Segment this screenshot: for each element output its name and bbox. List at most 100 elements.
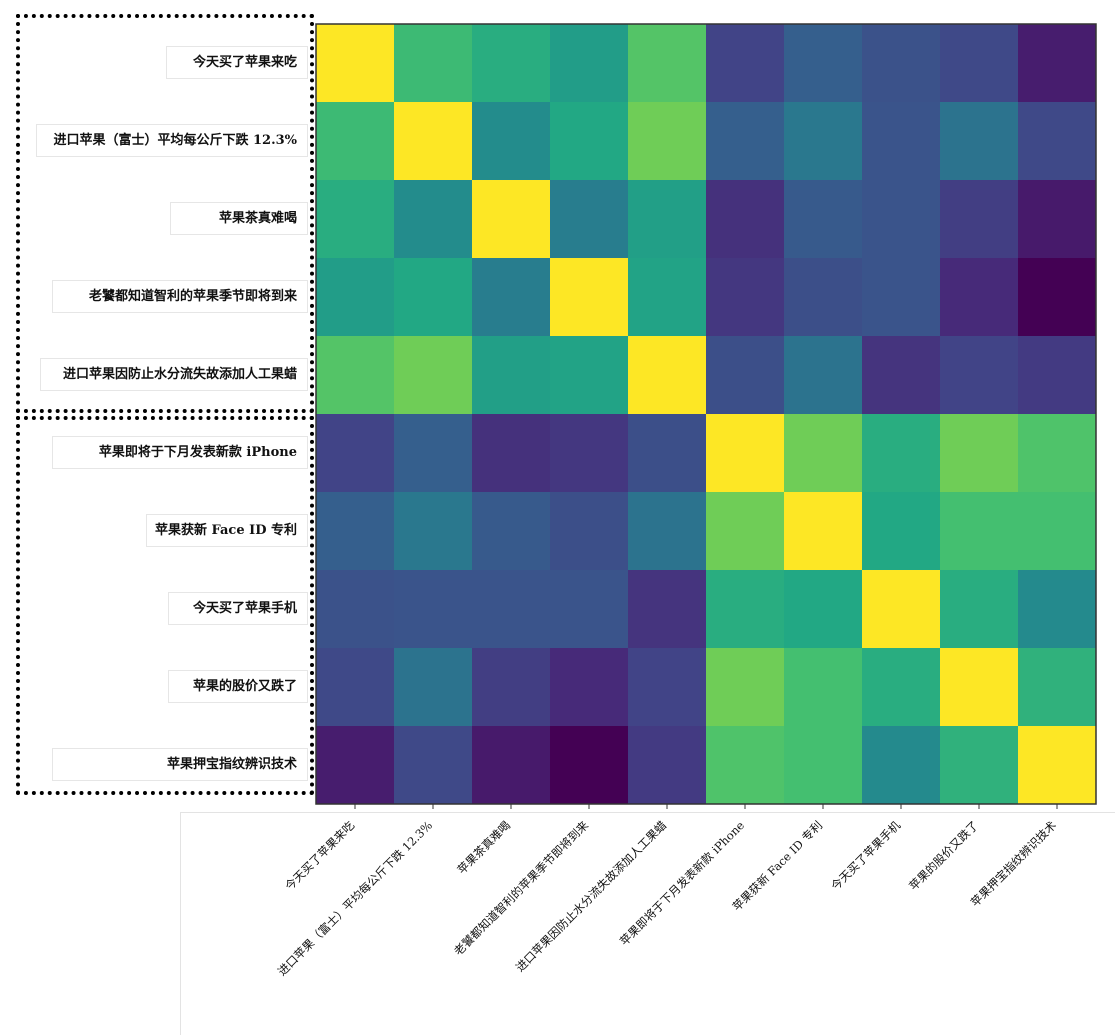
heatmap-cell	[316, 102, 395, 181]
x-tick-label: 今天买了苹果来吃	[282, 818, 357, 893]
heatmap-cell	[784, 180, 863, 259]
heatmap-cell	[550, 24, 629, 103]
x-tick-label: 苹果获新 Face ID 专利	[730, 818, 825, 913]
plot-frame	[315, 23, 1097, 805]
heatmap-cell	[628, 726, 707, 805]
heatmap-cell	[706, 180, 785, 259]
heatmap-cell	[784, 726, 863, 805]
heatmap-cell	[1018, 258, 1097, 337]
heatmap-cell	[316, 24, 395, 103]
heatmap-cell	[316, 648, 395, 727]
heatmap-cell	[706, 24, 785, 103]
x-tick-label: 苹果茶真难喝	[454, 818, 513, 877]
heatmap-cell	[472, 414, 551, 493]
heatmap-cell	[472, 102, 551, 181]
heatmap-cell	[706, 258, 785, 337]
heatmap-cell	[940, 492, 1019, 571]
y-tick-label: 苹果获新 Face ID 专利	[146, 514, 308, 547]
heatmap-cell	[940, 180, 1019, 259]
heatmap-cell	[1018, 102, 1097, 181]
heatmap-cell	[394, 492, 473, 571]
heatmap-cell	[1018, 726, 1097, 805]
heatmap-cell	[784, 414, 863, 493]
group-box-company	[16, 416, 314, 795]
heatmap-cell	[706, 492, 785, 571]
heatmap-cell	[316, 492, 395, 571]
heatmap-cell	[628, 570, 707, 649]
heatmap-cell	[784, 570, 863, 649]
y-tick-label: 进口苹果因防止水分流失故添加人工果蜡	[40, 358, 308, 391]
heatmap-cell	[862, 258, 941, 337]
heatmap-cell	[1018, 180, 1097, 259]
heatmap-cell	[628, 336, 707, 415]
heatmap-cell	[784, 258, 863, 337]
heatmap-cell	[940, 258, 1019, 337]
y-tick-label: 苹果押宝指纹辨识技术	[52, 748, 308, 781]
y-tick-label: 苹果茶真难喝	[170, 202, 308, 235]
heatmap-cell	[628, 258, 707, 337]
heatmap-cell	[472, 24, 551, 103]
heatmap-cell	[1018, 492, 1097, 571]
heatmap-cell	[1018, 570, 1097, 649]
heatmap-cell	[784, 492, 863, 571]
heatmap-cell	[862, 24, 941, 103]
heatmap-cell	[862, 492, 941, 571]
heatmap-cell	[1018, 648, 1097, 727]
heatmap-cell	[628, 648, 707, 727]
heatmap-cell	[316, 414, 395, 493]
heatmap-cell	[862, 180, 941, 259]
heatmap-cell	[706, 570, 785, 649]
heatmap-cell	[862, 102, 941, 181]
x-tick-label: 进口苹果（富士）平均每公斤下跌 12.3%	[275, 818, 435, 978]
y-tick-label: 老饕都知道智利的苹果季节即将到来	[52, 280, 308, 313]
heatmap-cell	[940, 336, 1019, 415]
heatmap-cell	[550, 570, 629, 649]
heatmap-cell	[472, 180, 551, 259]
y-tick-label: 苹果的股价又跌了	[168, 670, 308, 703]
heatmap-cell	[1018, 414, 1097, 493]
heatmap-cell	[940, 648, 1019, 727]
heatmap-cell	[862, 726, 941, 805]
heatmap-cell	[316, 258, 395, 337]
heatmap-cell	[394, 570, 473, 649]
heatmap-cell	[316, 570, 395, 649]
heatmap-cell	[706, 414, 785, 493]
heatmap-cell	[394, 102, 473, 181]
heatmap-cell	[1018, 24, 1097, 103]
heatmap-cell	[472, 648, 551, 727]
heatmap-cell	[472, 492, 551, 571]
heatmap-cell	[940, 24, 1019, 103]
heatmap-cell	[550, 180, 629, 259]
heatmap-cell	[706, 726, 785, 805]
y-tick-label: 今天买了苹果来吃	[166, 46, 308, 79]
heatmap-cell	[940, 102, 1019, 181]
heatmap-cell	[316, 336, 395, 415]
heatmap-cell	[394, 336, 473, 415]
x-tick-label: 老饕都知道智利的苹果季节即将到来	[451, 818, 591, 958]
heatmap-cell	[550, 648, 629, 727]
heatmap-cell	[550, 102, 629, 181]
heatmap-cell	[394, 258, 473, 337]
heatmap-cell	[472, 258, 551, 337]
heatmap-cell	[862, 570, 941, 649]
y-tick-label: 今天买了苹果手机	[168, 592, 308, 625]
y-tick-label: 苹果即将于下月发表新款 iPhone	[52, 436, 308, 469]
heatmap-cell	[550, 414, 629, 493]
heatmap-cell	[394, 414, 473, 493]
heatmap-cell	[784, 24, 863, 103]
heatmap-cell	[706, 102, 785, 181]
heatmap-cell	[472, 726, 551, 805]
heatmap-cell	[628, 24, 707, 103]
heatmap-cell	[940, 726, 1019, 805]
x-tick-label: 今天买了苹果手机	[828, 818, 903, 893]
heatmap-cell	[550, 726, 629, 805]
x-tick-label: 进口苹果因防止水分流失故添加人工果蜡	[513, 818, 670, 975]
heatmap-cell	[940, 570, 1019, 649]
heatmap-cell	[394, 648, 473, 727]
heatmap-cell	[394, 24, 473, 103]
heatmap-cell	[706, 336, 785, 415]
heatmap-cell	[316, 180, 395, 259]
heatmap-cell	[706, 648, 785, 727]
heatmap-cell	[1018, 336, 1097, 415]
